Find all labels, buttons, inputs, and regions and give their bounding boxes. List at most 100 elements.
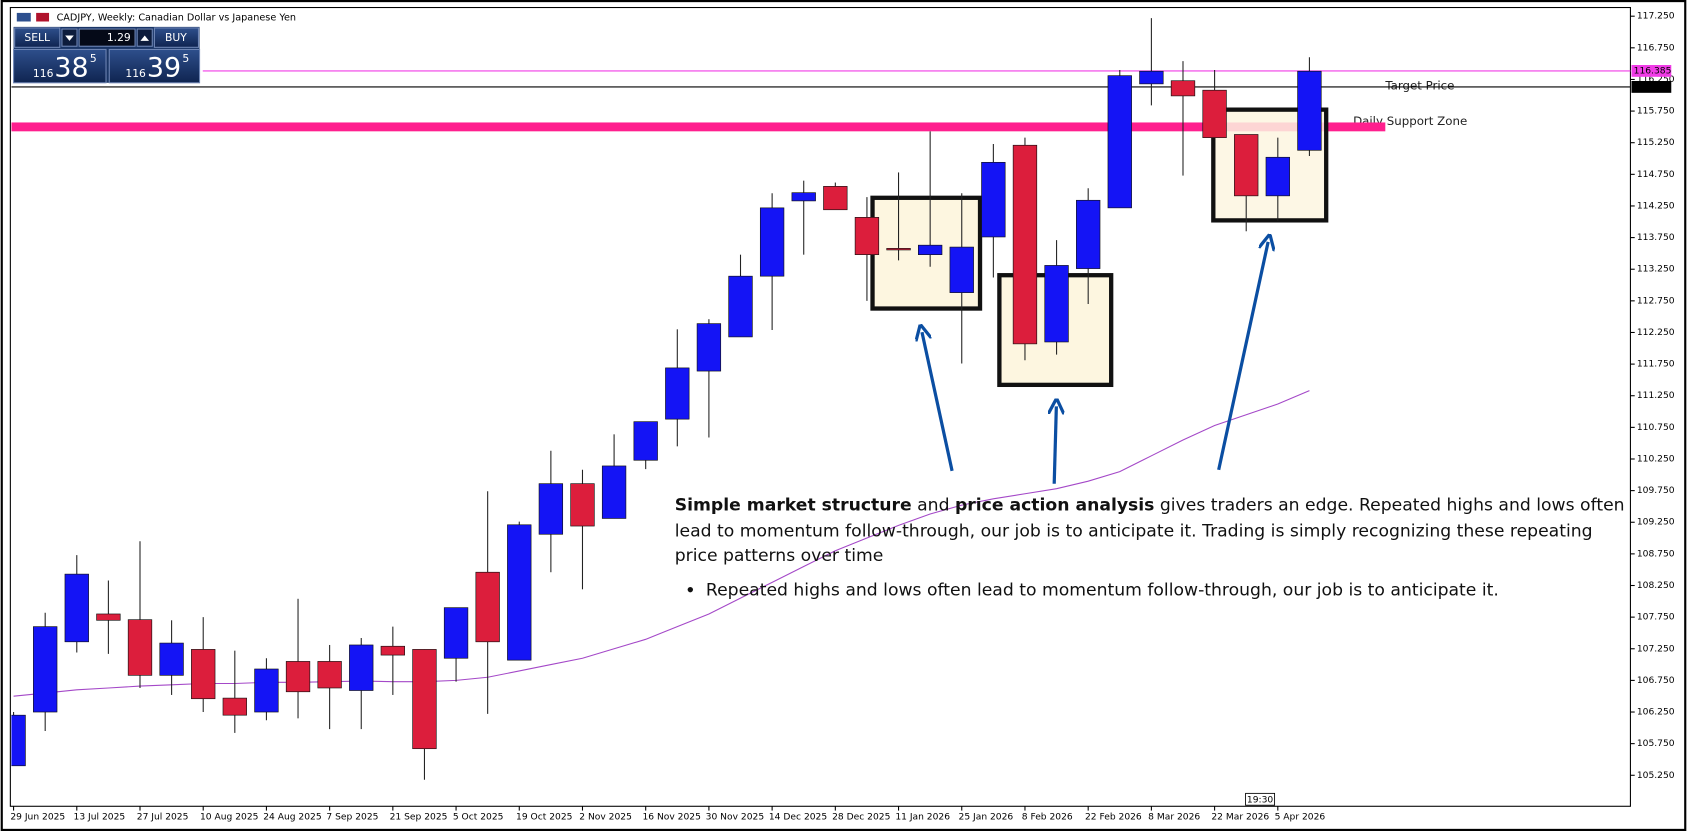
- price-label: 116.132: [1634, 82, 1672, 92]
- candle-body: [696, 323, 722, 372]
- x-tick-label: 7 Sep 2025: [326, 813, 378, 823]
- price-label-box: [1631, 64, 1672, 77]
- y-tick-label: 114.750: [1637, 170, 1675, 180]
- y-tick-label: 112.250: [1637, 328, 1675, 338]
- commentary-text: Simple market structure and price action…: [675, 492, 1632, 602]
- up-icon: [140, 35, 150, 41]
- paragraph: Simple market structure and price action…: [675, 492, 1632, 568]
- x-tick-label: 5 Oct 2025: [453, 813, 504, 823]
- x-tick-label: 16 Nov 2025: [642, 813, 701, 823]
- time-label: 19:30: [1247, 795, 1273, 805]
- candle-body: [317, 661, 342, 689]
- sell-label: SELL: [24, 31, 50, 44]
- y-tick-label: 110.750: [1637, 423, 1675, 433]
- candle-body: [601, 465, 627, 519]
- y-tick-label: 115.750: [1637, 107, 1675, 117]
- price-label: 116.385: [1634, 66, 1672, 76]
- bullet: Repeated highs and lows often lead to mo…: [706, 577, 1632, 602]
- x-tick-label: 19 Oct 2025: [516, 813, 573, 823]
- candle-body: [285, 661, 311, 693]
- candle-body: [159, 642, 184, 676]
- paragraph-text: price action analysis: [954, 494, 1155, 515]
- candle-body: [1202, 89, 1227, 138]
- candle-body: [1170, 80, 1196, 97]
- time-box: [1245, 792, 1276, 806]
- y-tick-label: 116.750: [1637, 43, 1675, 53]
- buy-label: BUY: [165, 31, 187, 44]
- commentary: Simple market structure and price action…: [675, 492, 1632, 621]
- candle-body: [949, 246, 974, 293]
- candle-body: [380, 645, 405, 656]
- candle-body: [728, 275, 753, 338]
- icon: [36, 12, 50, 22]
- candle-body: [854, 217, 880, 255]
- lots-field[interactable]: [78, 28, 136, 47]
- arrow: [1054, 406, 1056, 484]
- candle-body: [917, 244, 943, 255]
- chart-header: CADJPY, Weekly: Canadian Dollar vs Japan…: [16, 12, 296, 24]
- candle-body: [412, 649, 437, 750]
- paragraph-text: gives traders an edge. Repeated highs an…: [674, 494, 1625, 566]
- x-tick-label: 10 Aug 2025: [200, 813, 259, 823]
- y-tick-label: 105.750: [1637, 739, 1675, 749]
- x-tick-label: 8 Feb 2026: [1022, 813, 1073, 823]
- candle-body: [791, 192, 816, 202]
- candle-body: [475, 571, 500, 643]
- candle-body: [1265, 156, 1290, 197]
- bid-prefix: 116: [33, 67, 54, 80]
- ask-box[interactable]: [108, 48, 201, 84]
- y-tick-label: 108.250: [1637, 581, 1675, 591]
- x-tick-label: 2 Nov 2025: [579, 813, 632, 823]
- zones: [11, 70, 1631, 132]
- x-tick-label: 11 Jan 2026: [895, 813, 950, 823]
- candle-body: [538, 483, 564, 535]
- arrow: [1217, 242, 1268, 471]
- bid-pips: 38: [54, 52, 88, 83]
- x-tick-label: 27 Jul 2025: [137, 813, 189, 823]
- x-tick-label: 29 Jun 2025: [10, 813, 65, 823]
- x-tick-label: 5 Apr 2026: [1275, 813, 1326, 823]
- y-tick-label: 109.250: [1637, 518, 1675, 528]
- support-zone: [11, 122, 1386, 132]
- sell-button[interactable]: [14, 27, 61, 48]
- candle-body: [1107, 75, 1132, 209]
- y-tick-label: 115.250: [1637, 138, 1675, 148]
- x-tick-label: 13 Jul 2025: [74, 813, 126, 823]
- ask-prefix: 116: [125, 67, 146, 80]
- x-tick-label: 25 Jan 2026: [959, 813, 1014, 823]
- x-tick-label: 28 Dec 2025: [832, 813, 890, 823]
- x-tick-label: 22 Feb 2026: [1085, 813, 1142, 823]
- candle-body: [633, 421, 658, 461]
- candle-body: [981, 161, 1006, 238]
- x-tick-label: 14 Dec 2025: [769, 813, 827, 823]
- candle-body: [254, 668, 279, 713]
- candle-body: [1076, 199, 1101, 269]
- bid-point: 5: [90, 52, 97, 65]
- candle-body: [507, 524, 532, 661]
- candle-body: [759, 207, 785, 277]
- y-tick-label: 110.250: [1637, 454, 1675, 464]
- candle-body: [96, 613, 121, 621]
- bid-box[interactable]: [13, 48, 107, 84]
- y-tick-label: 105.250: [1637, 771, 1675, 781]
- ask-pips: 39: [147, 52, 181, 83]
- y-tick-label: 106.750: [1637, 676, 1675, 686]
- chart-title: CADJPY, Weekly: Canadian Dollar vs Japan…: [57, 13, 296, 24]
- bullet-list: Repeated highs and lows often lead to mo…: [675, 577, 1632, 602]
- candle-body: [33, 626, 58, 713]
- arrow: [922, 332, 954, 472]
- buy-button[interactable]: [153, 27, 200, 48]
- trade-panel: SELL 1.29 BUY 116 38 5 116 39 5: [13, 26, 201, 84]
- y-tick-label: 116.250: [1637, 75, 1675, 85]
- candle-body: [823, 186, 848, 211]
- candle-body: [1297, 70, 1322, 151]
- x-tick-label: 30 Nov 2025: [706, 813, 765, 823]
- y-tick-label: 106.250: [1637, 708, 1675, 718]
- arrows: [922, 242, 1268, 484]
- moving-average: [13, 390, 1310, 697]
- candle-body: [349, 644, 374, 691]
- candle-body: [64, 573, 89, 643]
- x-tick-label: 22 Mar 2026: [1211, 813, 1269, 823]
- y-tick-label: 117.250: [1637, 12, 1675, 22]
